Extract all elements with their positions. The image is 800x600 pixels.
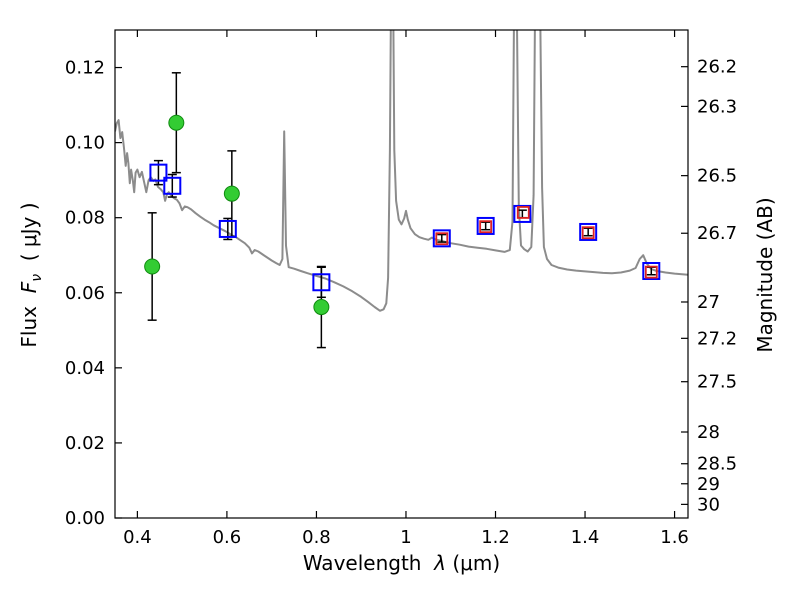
svg-text:26.2: 26.2 bbox=[697, 57, 737, 78]
svg-text:1.2: 1.2 bbox=[481, 527, 510, 548]
x-axis-label-unit: (μm) bbox=[446, 551, 501, 575]
svg-text:1: 1 bbox=[400, 527, 411, 548]
svg-text:0.04: 0.04 bbox=[65, 358, 105, 379]
magnitude-axis-label: Magnitude (AB) bbox=[753, 197, 777, 353]
x-axis-label: Wavelength λ (μm) bbox=[115, 551, 688, 575]
svg-text:0.08: 0.08 bbox=[65, 208, 105, 229]
svg-text:1.6: 1.6 bbox=[660, 527, 689, 548]
svg-text:0.8: 0.8 bbox=[302, 527, 331, 548]
y-axis-label-unit: ( μJy ) bbox=[17, 202, 41, 274]
svg-text:28: 28 bbox=[697, 422, 720, 443]
svg-text:0.02: 0.02 bbox=[65, 433, 105, 454]
svg-text:0.12: 0.12 bbox=[65, 58, 105, 79]
svg-text:0.10: 0.10 bbox=[65, 133, 105, 154]
svg-text:0.00: 0.00 bbox=[65, 508, 105, 529]
svg-text:28.5: 28.5 bbox=[697, 454, 737, 475]
flux-symbol: F bbox=[17, 281, 41, 294]
svg-text:1.4: 1.4 bbox=[571, 527, 600, 548]
svg-text:26.5: 26.5 bbox=[697, 166, 737, 187]
svg-text:0.06: 0.06 bbox=[65, 283, 105, 304]
x-axis-label-text: Wavelength bbox=[302, 551, 435, 575]
model-spectrum bbox=[115, 30, 688, 312]
svg-text:29: 29 bbox=[697, 474, 720, 495]
lambda-symbol: λ bbox=[434, 551, 447, 575]
svg-text:27.5: 27.5 bbox=[697, 372, 737, 393]
template-photometry-red-squares bbox=[435, 206, 658, 279]
svg-text:26.3: 26.3 bbox=[697, 96, 737, 117]
svg-text:0.4: 0.4 bbox=[123, 527, 152, 548]
nu-subscript: ν bbox=[29, 273, 45, 282]
svg-text:27: 27 bbox=[697, 292, 720, 313]
svg-text:30: 30 bbox=[697, 494, 720, 515]
svg-text:27.2: 27.2 bbox=[697, 328, 737, 349]
y-axis-label-text: Flux bbox=[17, 293, 41, 348]
svg-text:26.7: 26.7 bbox=[697, 223, 737, 244]
svg-text:0.6: 0.6 bbox=[213, 527, 242, 548]
observed-photometry-circles bbox=[144, 72, 330, 349]
y-axis-label: Flux Fν ( μJy ) bbox=[17, 31, 45, 519]
